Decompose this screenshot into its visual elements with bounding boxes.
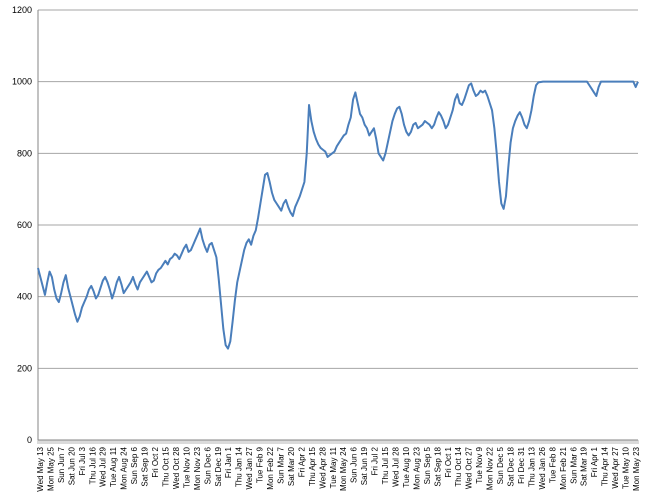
x-tick-label: Thu Apr 14	[601, 446, 610, 486]
x-tick-label: Mon Aug 23	[412, 446, 421, 489]
x-tick-label: Sun Jun 7	[57, 446, 66, 483]
x-tick-label: Sun Dec 5	[496, 446, 505, 484]
x-tick-label: Sat Sep 19	[141, 446, 150, 486]
x-tick-label: Sat Jun 20	[67, 446, 76, 485]
x-tick-label: Fri Dec 31	[517, 446, 526, 483]
series-layer	[37, 80, 639, 350]
x-tick-label: Mon Nov 23	[193, 446, 202, 490]
x-tick-label: Tue May 11	[329, 446, 338, 488]
x-tick-label: Wed Oct 27	[465, 446, 474, 489]
x-tick-label: Tue Aug 11	[109, 446, 118, 487]
x-tick-label: Sun Jun 6	[350, 446, 359, 483]
x-tick-label: Thu Oct 14	[454, 446, 463, 486]
y-tick-labels: 0 200 400 600 800 1000 1200	[12, 5, 32, 445]
x-tick-label: Wed Apr 28	[318, 446, 327, 488]
series-line	[37, 80, 639, 350]
x-tick-label: Fri Apr 1	[590, 446, 599, 477]
x-tick-label: Wed Jul 28	[392, 446, 401, 486]
y-tick-label: 1000	[12, 77, 32, 87]
x-tick-label: Sun Sep 5	[423, 446, 432, 484]
x-tick-label: Fri Jul 3	[78, 446, 87, 475]
y-tick-label: 600	[17, 220, 32, 230]
y-tick-label: 200	[17, 363, 32, 373]
x-tick-label: Tue Nov 10	[182, 446, 191, 488]
x-tick-label: Thu Oct 15	[161, 446, 170, 486]
y-tick-label: 800	[17, 148, 32, 158]
axes	[37, 10, 639, 444]
x-tick-label: Sat Sep 18	[433, 446, 442, 486]
x-tick-label: Fri Jul 2	[371, 446, 380, 475]
x-tick-label: Sun Sep 6	[130, 446, 139, 484]
x-tick-label: Mon May 25	[46, 446, 55, 491]
gridlines	[38, 9, 638, 369]
x-tick-label: Sat Dec 19	[214, 446, 223, 486]
x-tick-label: Sat Jun 19	[360, 446, 369, 485]
x-tick-label: Thu Apr 15	[308, 446, 317, 486]
x-tick-label: Mon May 23	[632, 446, 641, 491]
x-tick-label: Tue May 10	[622, 446, 631, 488]
x-tick-label: Thu Jan 13	[527, 446, 536, 487]
x-tick-label: Wed May 13	[36, 446, 45, 491]
x-tick-label: Wed Oct 28	[172, 446, 181, 489]
y-tick-label: 0	[27, 435, 32, 445]
x-tick-label: Sat Mar 19	[580, 446, 589, 486]
x-tick-label: Sun Mar 7	[276, 446, 285, 483]
y-tick-label: 1200	[12, 5, 32, 15]
x-tick-label: Fri Apr 2	[297, 446, 306, 477]
x-tick-label: Tue Aug 10	[402, 446, 411, 487]
y-tick-label: 400	[17, 292, 32, 302]
x-tick-labels: Wed May 13 Mon May 25 Sun Jun 7 Sat Jun 20 F…	[36, 446, 641, 491]
x-tick-label: Thu Jul 15	[381, 446, 390, 484]
x-tick-label: Mon Feb 22	[266, 446, 275, 489]
x-tick-label: Wed Jan 26	[538, 446, 547, 489]
x-tick-label: Wed Apr 27	[611, 446, 620, 488]
x-tick-label: Mon Feb 21	[559, 446, 568, 489]
x-tick-label: Tue Feb 9	[256, 446, 265, 483]
x-tick-label: Fri Oct 2	[151, 446, 160, 477]
x-tick-label: Sat Dec 18	[507, 446, 516, 486]
x-tick-label: Thu Jan 14	[235, 446, 244, 487]
x-tick-label: Fri Jan 1	[224, 446, 233, 478]
x-tick-label: Sun Dec 6	[203, 446, 212, 484]
x-tick-label: Mon Nov 22	[486, 446, 495, 490]
x-tick-label: Sat Mar 20	[287, 446, 296, 486]
x-tick-label: Tue Feb 8	[548, 446, 557, 483]
x-tick-label: Fri Oct 1	[444, 446, 453, 477]
x-tick-label: Thu Jul 16	[88, 446, 97, 484]
x-tick-label: Mon May 24	[339, 446, 348, 491]
x-tick-label: Mon Aug 24	[120, 446, 129, 489]
x-tick-label: Wed Jul 29	[99, 446, 108, 486]
x-tick-label: Tue Nov 9	[475, 446, 484, 483]
x-tick-label: Wed Jan 27	[245, 446, 254, 489]
x-tick-label: Sun Mar 6	[569, 446, 578, 483]
